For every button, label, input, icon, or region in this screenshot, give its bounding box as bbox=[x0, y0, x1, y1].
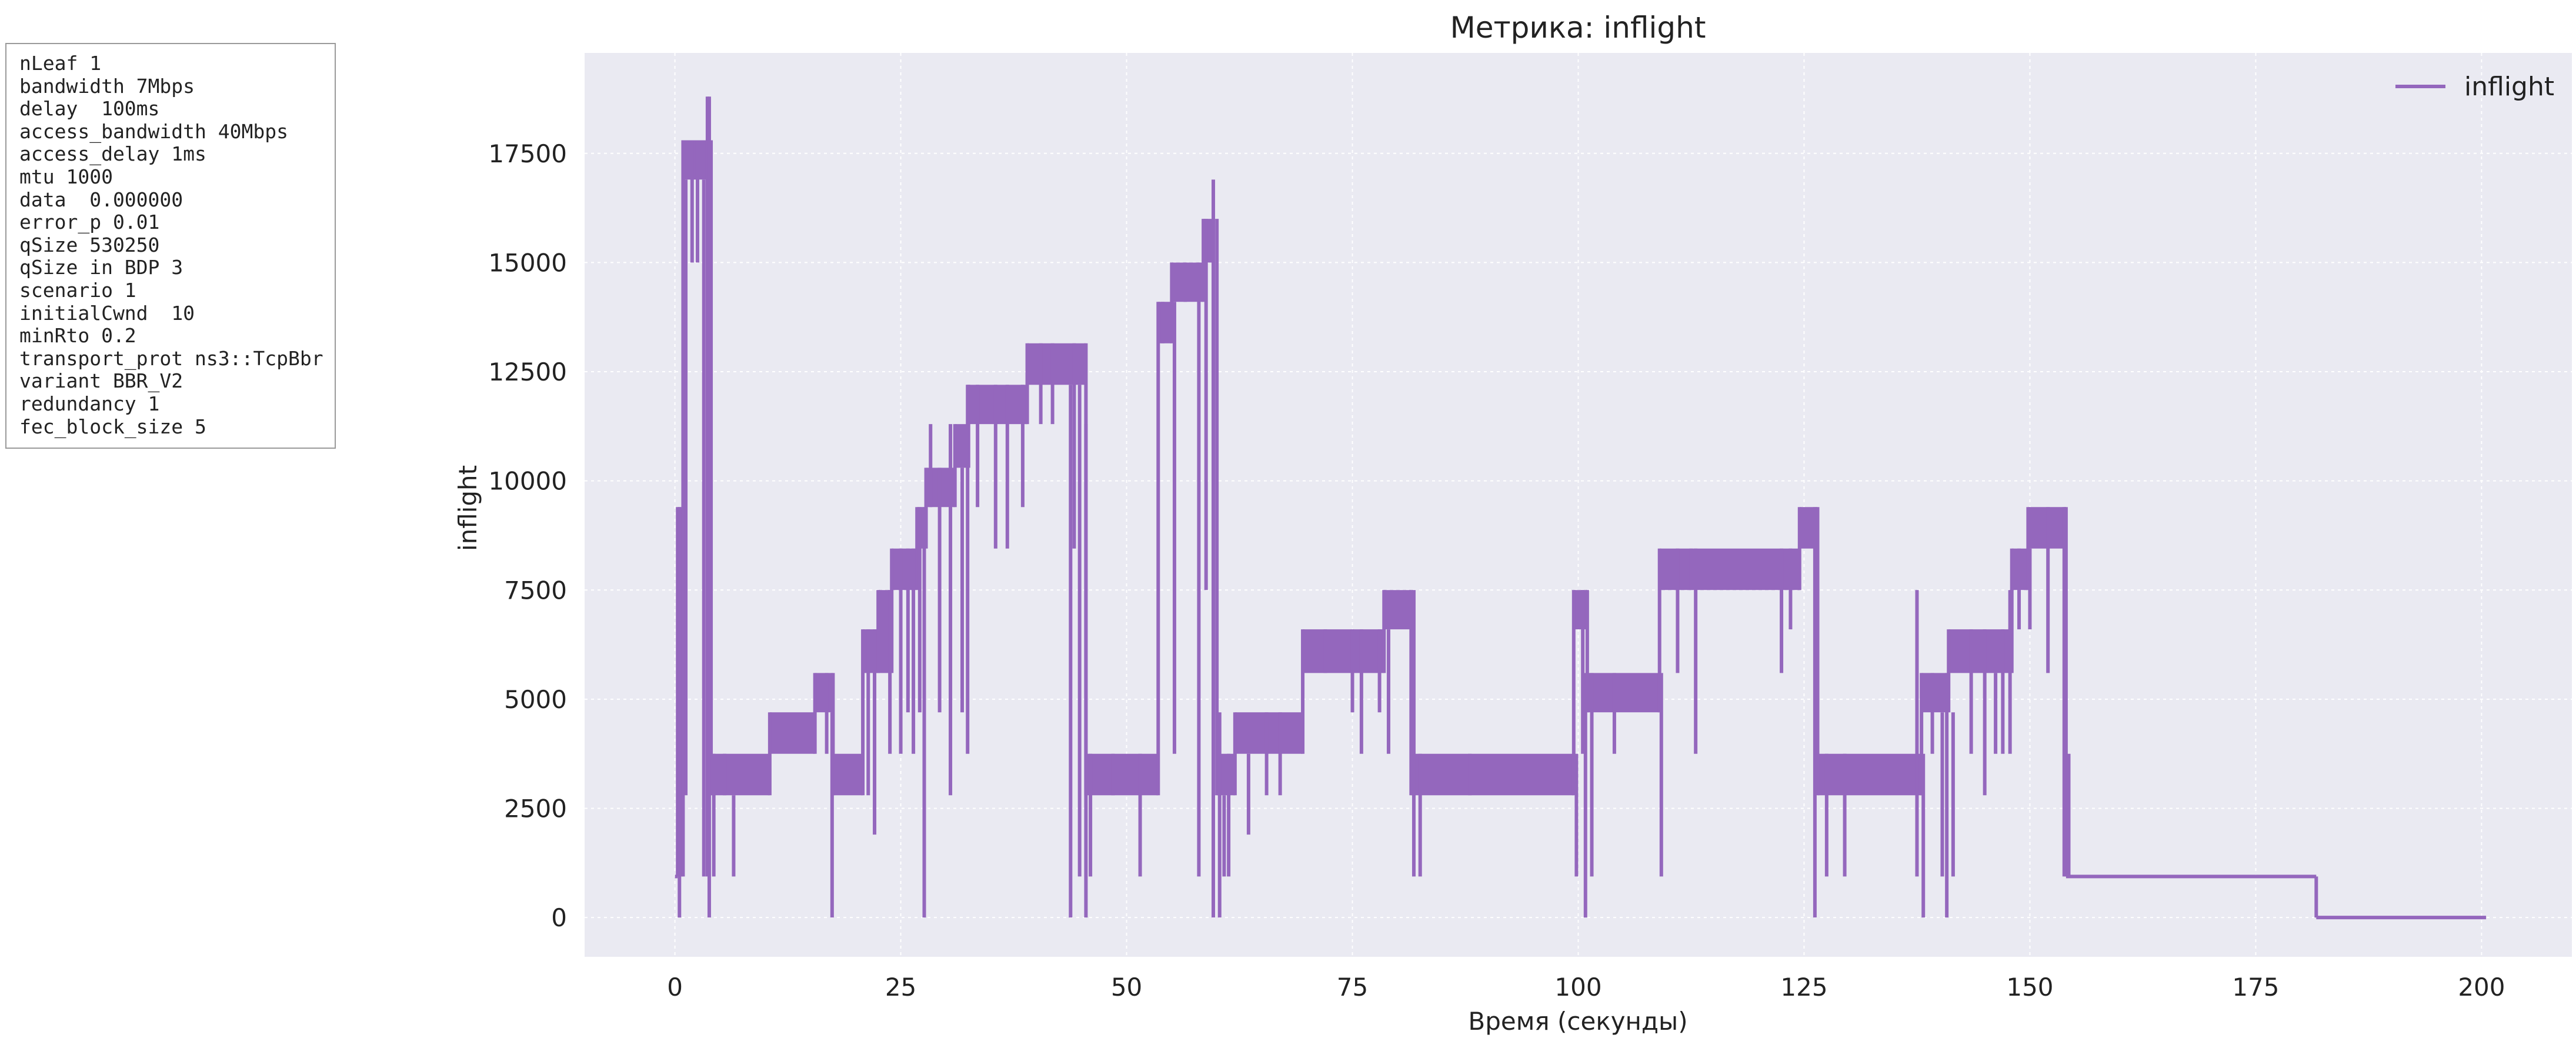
x-tick-label: 75 bbox=[1337, 973, 1368, 1002]
y-tick-label: 7500 bbox=[504, 576, 567, 605]
param-line: fec_block_size 5 bbox=[19, 415, 206, 438]
x-tick-label: 100 bbox=[1554, 973, 1601, 1002]
x-axis-label: Время (секунды) bbox=[1468, 1007, 1687, 1036]
parameters-box: nLeaf 1 bandwidth 7Mbps delay 100ms access_… bbox=[5, 43, 336, 449]
axis-ticks: 0 25 50 75 100 125 150 175 200 0 2500 5000 7500 10000… bbox=[488, 139, 2505, 1002]
series-band bbox=[1573, 590, 1587, 630]
x-tick-label: 50 bbox=[1111, 973, 1142, 1002]
series-band bbox=[1587, 673, 1660, 713]
series-band bbox=[1303, 629, 1384, 673]
x-tick-label: 175 bbox=[2232, 973, 2279, 1002]
param-line: data 0.000000 bbox=[19, 188, 183, 211]
series-band bbox=[833, 753, 863, 796]
param-line: redundancy 1 bbox=[19, 392, 160, 415]
series-band bbox=[1817, 753, 1922, 796]
x-tick-label: 25 bbox=[885, 973, 916, 1002]
x-tick-label: 200 bbox=[2458, 973, 2505, 1002]
series-band bbox=[1411, 753, 1574, 796]
param-line: error_p 0.01 bbox=[19, 211, 160, 234]
legend: inflight bbox=[2395, 72, 2554, 102]
param-line: mtu 1000 bbox=[19, 165, 113, 188]
series-band bbox=[1158, 302, 1172, 343]
x-tick-label: 150 bbox=[2006, 973, 2053, 1002]
param-line: delay 100ms bbox=[19, 97, 160, 121]
series-band bbox=[711, 753, 770, 796]
y-tick-label: 5000 bbox=[504, 685, 567, 714]
param-line: transport_prot ns3::TcpBbr bbox=[19, 346, 323, 370]
y-tick-label: 10000 bbox=[488, 467, 567, 496]
y-axis-label: inflight bbox=[453, 465, 482, 551]
param-line: nLeaf 1 bbox=[19, 52, 102, 75]
y-tick-label: 2500 bbox=[504, 795, 567, 823]
param-line: bandwidth 7Mbps bbox=[19, 74, 195, 98]
param-line: initialCwnd 10 bbox=[19, 301, 195, 325]
y-tick-label: 0 bbox=[551, 903, 567, 932]
y-tick-label: 15000 bbox=[488, 248, 567, 277]
param-line: qSize 530250 bbox=[19, 233, 160, 256]
series-band bbox=[1086, 753, 1159, 796]
param-line: qSize in BDP 3 bbox=[19, 256, 183, 279]
series-band bbox=[683, 140, 709, 180]
series-band bbox=[1659, 548, 1691, 590]
series-band bbox=[955, 424, 969, 468]
x-tick-label: 0 bbox=[667, 973, 683, 1002]
legend-label-inflight: inflight bbox=[2464, 72, 2554, 102]
chart-title: Метрика: inflight bbox=[1450, 11, 1706, 45]
series-band bbox=[769, 712, 815, 754]
x-tick-label: 125 bbox=[1780, 973, 1827, 1002]
series-band bbox=[1234, 712, 1303, 754]
plot-background bbox=[585, 53, 2572, 957]
param-line: access_bandwidth 40Mbps bbox=[19, 119, 288, 143]
series-band bbox=[1691, 548, 1800, 590]
y-tick-label: 12500 bbox=[488, 358, 567, 386]
param-line: access_delay 1ms bbox=[19, 142, 206, 166]
inflight-series bbox=[675, 96, 2487, 920]
series-band bbox=[1027, 343, 1086, 385]
param-line: variant BBR_V2 bbox=[19, 369, 183, 393]
series-band bbox=[1921, 673, 1949, 713]
param-line: scenario 1 bbox=[19, 278, 136, 302]
y-tick-label: 17500 bbox=[488, 139, 567, 168]
series-band bbox=[1384, 590, 1412, 630]
param-line: minRto 0.2 bbox=[19, 324, 136, 348]
series-band bbox=[815, 673, 833, 713]
